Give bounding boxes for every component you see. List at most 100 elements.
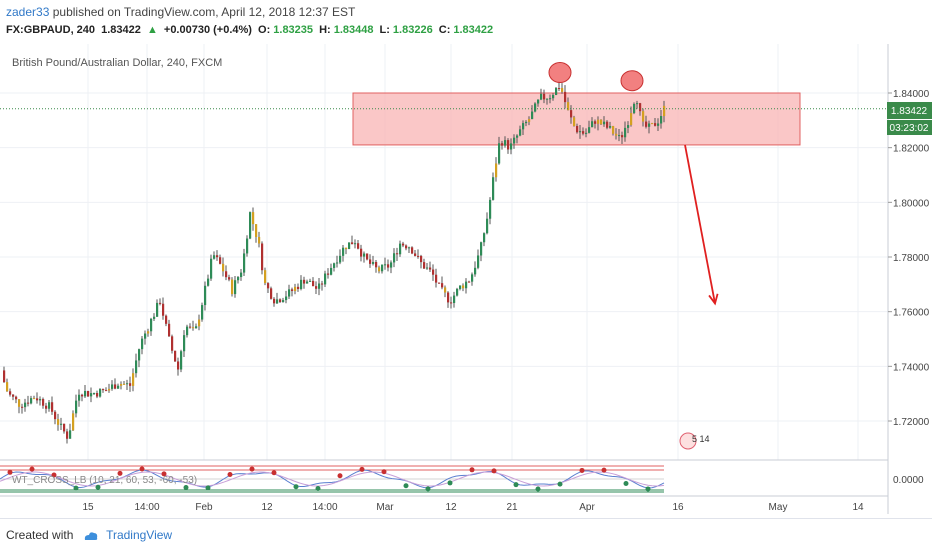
resistance-zone[interactable] <box>352 92 801 146</box>
candle-body <box>438 282 441 284</box>
chart-canvas[interactable]: British Pound/Australian Dollar, 240, FX… <box>0 44 932 514</box>
time-tick-label: 14:00 <box>312 502 337 513</box>
peak-circle[interactable] <box>620 70 644 92</box>
candle-body <box>330 267 333 275</box>
candle-body <box>147 331 150 334</box>
candle-body <box>318 283 321 289</box>
candle-body <box>297 286 300 290</box>
candle-body <box>627 125 630 128</box>
high-label: H: <box>319 24 331 36</box>
candle-body <box>519 129 522 136</box>
candle-body <box>165 315 168 324</box>
candle-body <box>99 389 102 397</box>
oscillator-tick: 0.0000 <box>893 475 924 486</box>
osc-cross-dot <box>117 470 123 476</box>
candle-body <box>27 402 30 404</box>
candle-body <box>144 333 147 339</box>
osc-cross-dot <box>315 485 321 491</box>
candle-body <box>447 292 450 303</box>
candle-body <box>138 349 141 361</box>
candle-body <box>201 305 204 320</box>
candle-body <box>645 121 648 127</box>
peak-circle[interactable] <box>548 62 572 83</box>
candle-body <box>606 121 609 128</box>
candle-body <box>135 360 138 374</box>
open-label: O: <box>258 24 271 36</box>
candle-body <box>216 255 219 258</box>
candle-body <box>426 267 429 269</box>
candle-body <box>156 302 159 317</box>
candle-body <box>123 383 126 385</box>
high-value: 1.83448 <box>333 24 374 36</box>
candle-body <box>582 131 585 134</box>
event-icon[interactable] <box>679 432 697 450</box>
candle-body <box>33 398 36 400</box>
projection-arrow[interactable] <box>684 144 719 306</box>
osc-signal-line <box>0 471 665 487</box>
time-tick-label: 14:00 <box>134 502 159 513</box>
candle-body <box>270 288 273 299</box>
candle-body <box>534 103 537 112</box>
candle-body <box>480 242 483 256</box>
chart-area[interactable]: British Pound/Australian Dollar, 240, FX… <box>0 44 932 514</box>
osc-cross-dot <box>359 466 365 472</box>
osc-cross-dot <box>293 484 299 490</box>
peak-markers[interactable] <box>548 62 644 92</box>
candle-body <box>543 93 546 100</box>
candle-body <box>612 126 615 134</box>
candle-body <box>663 105 666 117</box>
candle-body <box>564 91 567 103</box>
candle-body <box>81 394 84 397</box>
candle-body <box>180 351 183 370</box>
candle-body <box>63 423 66 432</box>
candle-body <box>417 255 420 257</box>
candle-body <box>309 280 312 282</box>
candle-body <box>96 392 99 397</box>
candle-body <box>333 263 336 268</box>
candle-body <box>339 255 342 263</box>
time-axis[interactable]: 15 14:00 Feb 12 14:00 Mar 12 21 Apr 16 May 14 <box>82 502 864 513</box>
resistance-zone-rect[interactable] <box>352 92 801 146</box>
candle-body <box>405 245 408 249</box>
candle-body <box>213 255 216 259</box>
arrow-shaft[interactable] <box>684 144 716 304</box>
candle-body <box>132 373 135 386</box>
osc-cross-dot <box>7 469 13 475</box>
candle-body <box>600 119 603 125</box>
candle-body <box>522 123 525 130</box>
tradingview-brand-link[interactable]: TradingView <box>106 528 173 542</box>
candle-body <box>324 273 327 285</box>
candle-body <box>69 430 72 439</box>
osc-cross-dot <box>447 480 453 486</box>
osc-cross-dot <box>51 472 57 478</box>
candle-body <box>192 327 195 329</box>
osc-cross-dot <box>73 485 79 491</box>
candle-body <box>618 135 621 137</box>
candle-body <box>540 93 543 100</box>
arrow-head-icon <box>708 293 719 306</box>
candle-body <box>441 283 444 288</box>
candle-body <box>474 267 477 275</box>
candle-body <box>261 243 264 271</box>
oscillator-pane <box>0 465 665 493</box>
candle-body <box>462 285 465 289</box>
open-value: 1.83235 <box>273 24 314 36</box>
candle-body <box>366 253 369 260</box>
author-link[interactable]: zader33 <box>6 5 50 19</box>
candle-body <box>558 88 561 90</box>
candle-body <box>354 243 357 245</box>
candle-body <box>357 243 360 249</box>
close-label: C: <box>438 24 451 36</box>
osc-cross-dot <box>513 482 519 488</box>
candle-body <box>240 272 243 278</box>
candle-body <box>54 411 57 420</box>
candle-body <box>321 283 324 285</box>
candle-body <box>126 383 129 385</box>
candle-body <box>642 111 645 122</box>
event-marker[interactable]: 5 14 <box>679 432 710 450</box>
candle-body <box>243 253 246 273</box>
osc-cross-dot <box>403 483 409 489</box>
event-label: 5 14 <box>692 434 710 444</box>
candle-body <box>630 113 633 126</box>
candle-body <box>285 296 288 301</box>
